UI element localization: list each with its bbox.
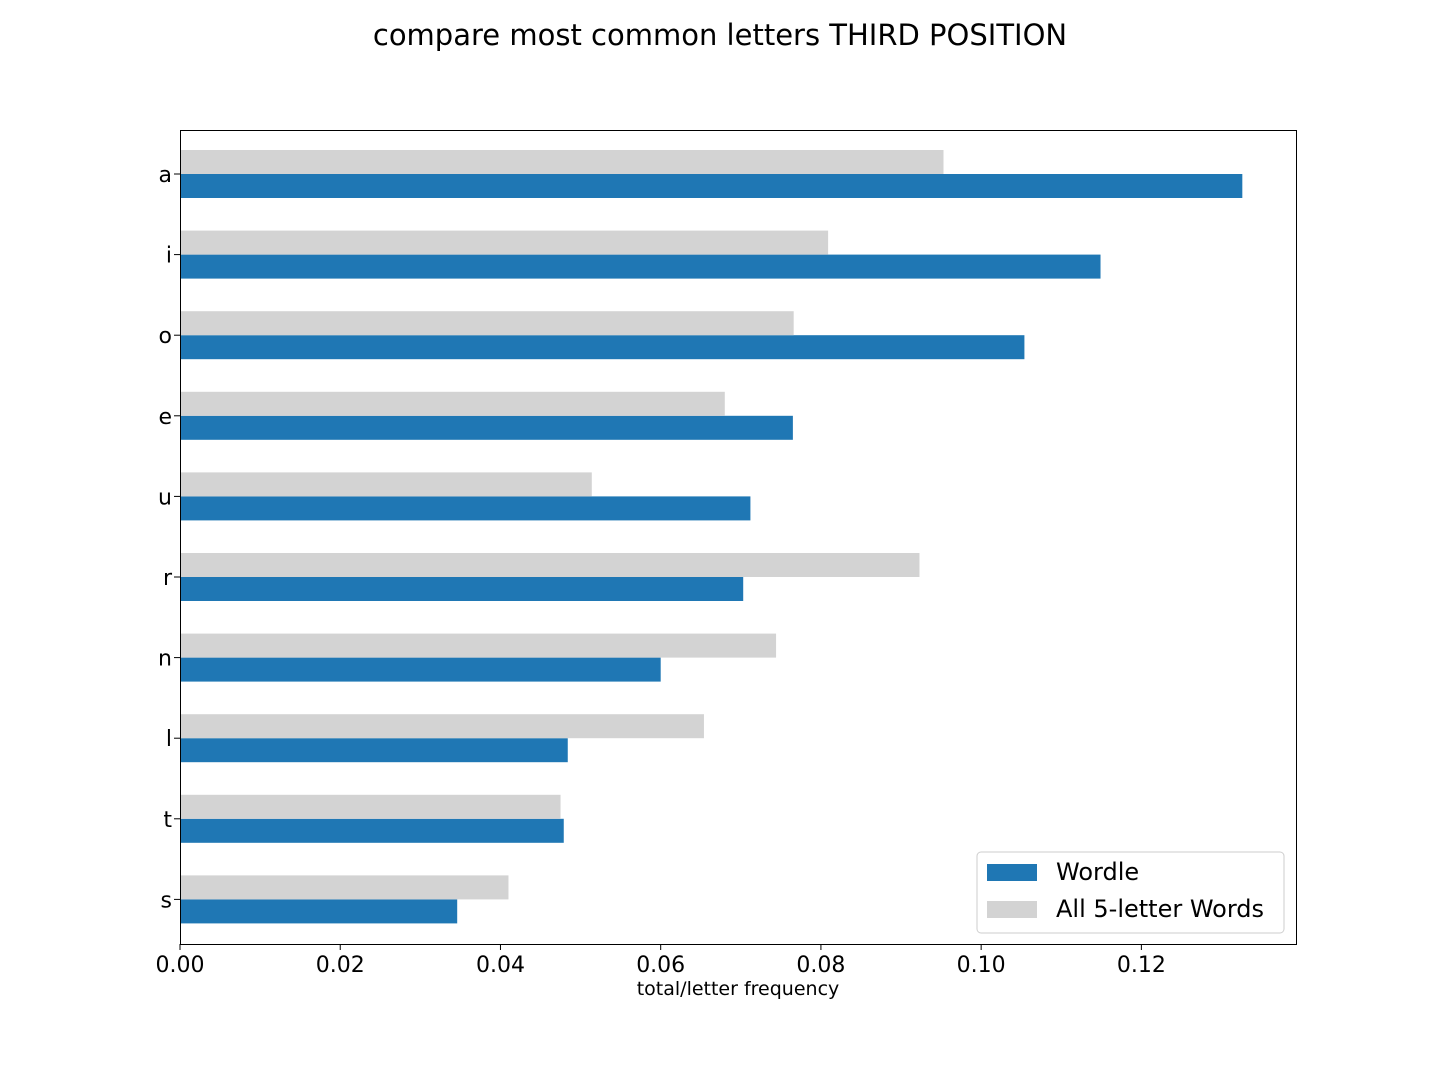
bar-all-words-u	[180, 472, 592, 497]
x-tick-label: 0.10	[957, 953, 1006, 978]
bar-wordle-o	[180, 335, 1025, 360]
bar-wordle-l	[180, 738, 568, 763]
legend-swatch-all-words	[987, 901, 1037, 918]
x-tick-label: 0.08	[796, 953, 845, 978]
x-tick-label: 0.02	[316, 953, 365, 978]
y-tick-label-o: o	[159, 324, 172, 349]
bar-wordle-u	[180, 496, 751, 521]
x-tick-label: 0.00	[156, 953, 205, 978]
x-axis: 0.00 0.02 0.04 0.06 0.08 0.10 0.12	[156, 944, 1166, 978]
bar-wordle-s	[180, 899, 458, 924]
y-tick-label-s: s	[161, 888, 172, 913]
x-tick-label: 0.06	[636, 953, 685, 978]
bar-all-words-o	[180, 311, 794, 336]
y-axis: a i o e u r n l t s	[158, 163, 180, 913]
y-tick-label-e: e	[158, 405, 172, 430]
bar-wordle-n	[180, 657, 661, 682]
y-tick-label-t: t	[163, 808, 172, 833]
y-tick-label-r: r	[163, 566, 173, 591]
bar-wordle-r	[180, 577, 744, 601]
x-tick-label: 0.04	[476, 953, 525, 978]
bars-group	[180, 150, 1243, 924]
bar-wordle-a	[180, 174, 1243, 198]
legend-label-wordle: Wordle	[1056, 858, 1139, 886]
x-axis-label: total/letter frequency	[637, 978, 840, 1000]
bar-wordle-e	[180, 415, 793, 440]
bar-wordle-i	[180, 254, 1101, 279]
bar-all-words-e	[180, 391, 725, 416]
bar-all-words-s	[180, 875, 509, 900]
y-tick-label-i: i	[166, 244, 172, 269]
bar-all-words-a	[180, 150, 944, 174]
chart-title: compare most common letters THIRD POSITI…	[373, 18, 1067, 52]
plot-frame	[180, 130, 1297, 945]
bar-all-words-i	[180, 230, 829, 255]
y-tick-label-n: n	[158, 647, 172, 672]
bar-all-words-t	[180, 794, 561, 819]
bar-wordle-t	[180, 818, 564, 843]
y-tick-label-a: a	[159, 163, 172, 188]
legend-box	[976, 851, 1285, 934]
y-tick-label-l: l	[166, 727, 172, 752]
y-tick-label-u: u	[158, 485, 172, 510]
legend: Wordle All 5-letter Words	[976, 851, 1285, 934]
bar-all-words-l	[180, 714, 704, 739]
legend-label-all-words: All 5-letter Words	[1056, 895, 1264, 923]
bar-all-words-r	[180, 553, 920, 577]
bar-all-words-n	[180, 633, 777, 658]
legend-swatch-wordle	[987, 864, 1037, 881]
x-tick-label: 0.12	[1117, 953, 1166, 978]
